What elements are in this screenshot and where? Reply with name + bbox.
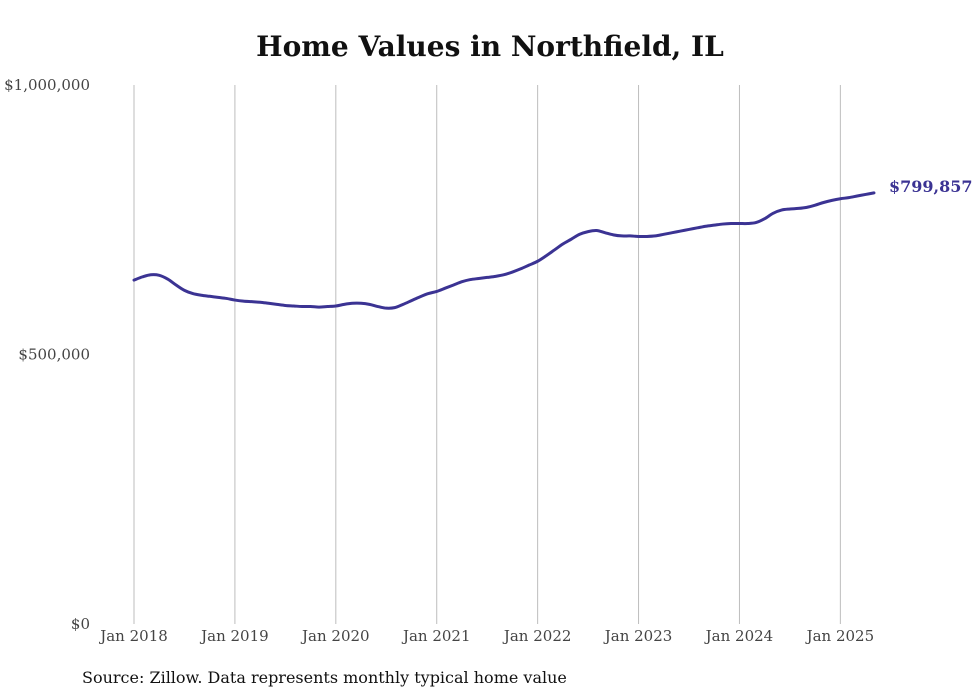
x-tick-label: Jan 2018 xyxy=(98,627,168,645)
home-value-line xyxy=(132,191,876,310)
x-tick-label: Jan 2024 xyxy=(704,627,774,645)
last-value-label: $799,857 xyxy=(889,177,973,196)
y-tick-label: $1,000,000 xyxy=(4,76,90,94)
gridlines xyxy=(133,85,841,624)
y-tick-label: $500,000 xyxy=(18,346,90,364)
series-line xyxy=(132,191,876,310)
x-tick-label: Jan 2020 xyxy=(300,627,370,645)
x-tick-label: Jan 2025 xyxy=(805,627,875,645)
chart-title: Home Values in Northfield, IL xyxy=(256,30,724,63)
x-tick-label: Jan 2023 xyxy=(603,627,673,645)
x-tick-label: Jan 2021 xyxy=(401,627,471,645)
y-axis: $0 $500,000 $1,000,000 xyxy=(4,76,90,633)
x-tick-label: Jan 2022 xyxy=(502,627,572,645)
x-axis: Jan 2018 Jan 2019 Jan 2020 Jan 2021 Jan 2022… xyxy=(98,627,874,645)
y-tick-label: $0 xyxy=(71,615,90,633)
x-tick-label: Jan 2019 xyxy=(199,627,269,645)
end-value-label: $799,857 xyxy=(889,177,973,196)
source-note: Source: Zillow. Data represents monthly … xyxy=(82,668,567,687)
